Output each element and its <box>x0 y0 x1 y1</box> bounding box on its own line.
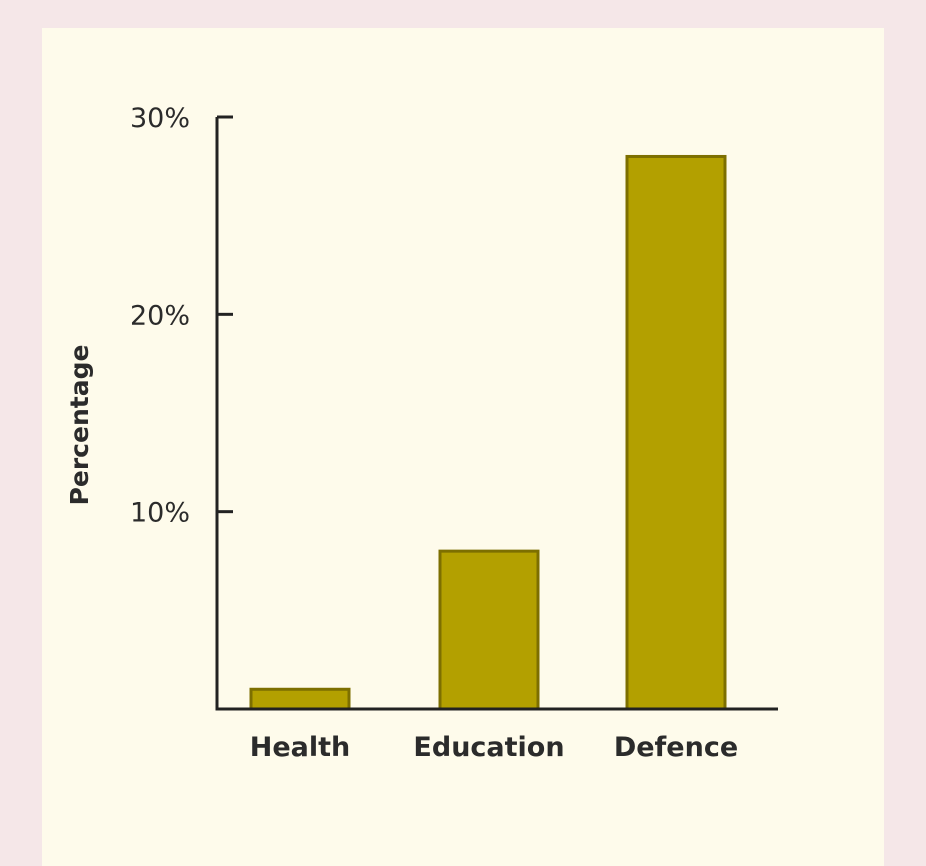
x-tick-label: Defence <box>614 732 738 763</box>
axes <box>215 115 778 711</box>
y-tick-label: 20% <box>130 300 190 331</box>
bars <box>249 154 727 711</box>
bar-health <box>249 687 351 711</box>
y-tick-label: 30% <box>130 103 190 134</box>
x-tick-label: Education <box>413 732 564 763</box>
x-tick-label: Health <box>250 732 351 763</box>
y-tick-label: 10% <box>130 498 190 529</box>
bar-defence <box>625 154 727 711</box>
labels: 10% 20% 30% Health Education Defence <box>130 103 738 763</box>
chart-panel <box>42 28 884 866</box>
bar-education <box>438 549 540 711</box>
y-axis-title: Percentage <box>65 345 94 506</box>
